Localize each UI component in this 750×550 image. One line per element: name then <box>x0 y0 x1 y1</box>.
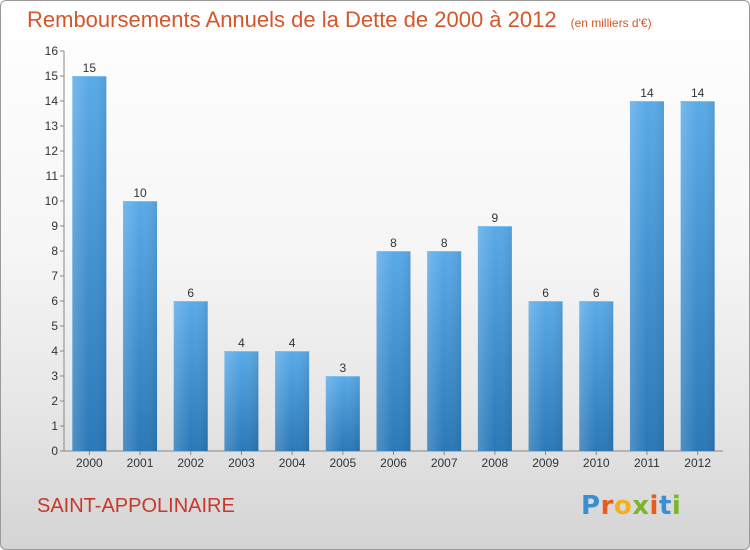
y-tick-label: 8 <box>51 244 58 258</box>
value-label-2011: 14 <box>640 86 654 100</box>
value-label-2010: 6 <box>593 286 600 300</box>
chart-title: Remboursements Annuels de la Dette de 20… <box>27 7 652 33</box>
x-tick-label-2002: 2002 <box>177 456 204 470</box>
y-tick-label: 1 <box>51 419 58 433</box>
bar-shade-2003 <box>224 351 259 451</box>
y-tick-label: 5 <box>51 319 58 333</box>
x-tick-label-2012: 2012 <box>684 456 711 470</box>
logo-letter: x <box>632 491 650 521</box>
value-label-2009: 6 <box>542 286 549 300</box>
y-tick-label: 2 <box>51 394 58 408</box>
chart-subtitle: (en milliers d'€) <box>570 16 652 30</box>
x-tick-label-2010: 2010 <box>583 456 610 470</box>
logo-letter: i <box>671 491 682 521</box>
proxiti-logo: Proxiti <box>581 491 681 521</box>
commune-name: SAINT-APPOLINAIRE <box>37 495 235 517</box>
y-tick-label: 7 <box>51 269 58 283</box>
logo-letter: o <box>613 491 633 521</box>
x-tick-label-2005: 2005 <box>329 456 356 470</box>
value-label-2006: 8 <box>390 236 397 250</box>
logo-letter: t <box>658 491 672 521</box>
bar-shade-2006 <box>376 251 411 451</box>
x-tick-label-2000: 2000 <box>76 456 103 470</box>
bar-shade-2000 <box>72 76 107 451</box>
y-tick-label: 14 <box>45 94 59 108</box>
x-tick-label-2009: 2009 <box>532 456 559 470</box>
y-tick-label: 9 <box>51 219 58 233</box>
bar-shade-2001 <box>123 201 158 451</box>
logo-letter: P <box>581 491 601 521</box>
logo-letter: i <box>649 491 659 521</box>
value-label-2007: 8 <box>441 236 448 250</box>
y-tick-label: 15 <box>45 69 59 83</box>
x-tick-label-2008: 2008 <box>482 456 509 470</box>
value-label-2002: 6 <box>187 286 194 300</box>
y-tick-label: 12 <box>45 144 59 158</box>
bar-shade-2004 <box>275 351 310 451</box>
y-tick-label: 11 <box>46 169 59 183</box>
bar-shade-2011 <box>629 101 664 451</box>
y-tick-label: 13 <box>45 119 59 133</box>
chart-title-text: Remboursements Annuels de la Dette de 20… <box>27 7 557 32</box>
x-tick-label-2011: 2011 <box>634 456 660 470</box>
y-tick-label: 16 <box>45 44 59 58</box>
bar-shade-2002 <box>173 301 208 451</box>
value-label-2004: 4 <box>289 336 296 350</box>
bar-shade-2010 <box>579 301 614 451</box>
bar-shade-2009 <box>528 301 563 451</box>
y-tick-label: 6 <box>51 294 58 308</box>
logo-letter: r <box>600 491 614 521</box>
x-tick-label-2006: 2006 <box>380 456 407 470</box>
bar-shade-2005 <box>325 376 360 451</box>
x-tick-label-2003: 2003 <box>228 456 255 470</box>
value-label-2005: 3 <box>339 361 346 375</box>
value-label-2003: 4 <box>238 336 245 350</box>
value-label-2001: 10 <box>133 186 147 200</box>
y-tick-label: 10 <box>45 194 59 208</box>
value-label-2008: 9 <box>492 211 499 225</box>
bar-shade-2007 <box>427 251 462 451</box>
bar-shade-2008 <box>477 226 512 451</box>
y-tick-label: 3 <box>51 369 58 383</box>
y-tick-label: 4 <box>51 344 58 358</box>
x-tick-label-2004: 2004 <box>279 456 306 470</box>
bar-shade-2012 <box>680 101 715 451</box>
value-label-2012: 14 <box>691 86 705 100</box>
x-tick-label-2007: 2007 <box>431 456 458 470</box>
x-tick-label-2001: 2001 <box>127 456 154 470</box>
y-tick-label: 0 <box>51 444 58 458</box>
value-label-2000: 15 <box>83 61 97 75</box>
